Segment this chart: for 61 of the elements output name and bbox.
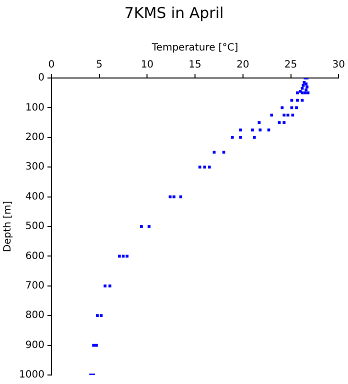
y-tick-label: 1000 — [18, 370, 44, 381]
point — [258, 121, 261, 124]
x-tick-label: 30 — [332, 60, 346, 71]
point — [286, 114, 290, 117]
point — [304, 91, 307, 94]
point — [172, 195, 176, 198]
point — [296, 98, 299, 102]
point — [92, 344, 95, 347]
y-tick-label: 500 — [25, 221, 44, 232]
x-tick-label: 20 — [236, 60, 250, 71]
chart-title: 7KMS in April — [123, 4, 225, 22]
point — [296, 91, 299, 94]
point — [239, 136, 242, 139]
point — [95, 344, 98, 347]
point — [306, 85, 308, 88]
point — [282, 121, 286, 124]
point — [270, 114, 274, 117]
y-tick-label: 100 — [25, 102, 44, 114]
y-tick-label: 600 — [25, 250, 44, 262]
y-axis-title: Depth [m] — [2, 200, 14, 252]
point — [304, 88, 308, 92]
point — [258, 128, 262, 132]
point — [104, 284, 106, 288]
point — [306, 91, 310, 94]
y-tick-label: 300 — [25, 162, 44, 173]
point — [198, 166, 202, 169]
x-tick-label: 15 — [188, 60, 202, 71]
point — [280, 106, 284, 110]
x-tick-label: 5 — [96, 60, 102, 71]
point — [118, 254, 121, 258]
point — [239, 128, 242, 132]
point — [282, 114, 286, 117]
point — [291, 114, 294, 117]
point — [126, 254, 128, 258]
x-tick-label: 0 — [48, 60, 55, 71]
point — [148, 225, 151, 228]
point — [140, 225, 143, 228]
point — [295, 106, 298, 110]
y-tick-label: 900 — [25, 340, 44, 351]
y-tick-label: 800 — [25, 310, 44, 322]
point — [251, 128, 254, 132]
x-tick-label: 25 — [284, 60, 298, 71]
point — [208, 166, 211, 169]
point — [230, 136, 234, 139]
point — [96, 314, 99, 318]
point — [278, 121, 281, 124]
point — [300, 91, 304, 94]
y-tick-label: 0 — [38, 72, 44, 84]
point — [108, 284, 112, 288]
point — [252, 136, 256, 139]
x-axis-title: Temperature [°C] — [150, 42, 238, 54]
point — [100, 314, 103, 318]
point — [302, 84, 305, 87]
y-tick-label: 400 — [25, 191, 44, 202]
point — [267, 128, 270, 132]
point — [168, 195, 172, 198]
point — [203, 166, 206, 169]
y-tick-label: 700 — [25, 280, 44, 292]
y-tick-label: 200 — [25, 132, 44, 143]
x-tick-label: 10 — [140, 60, 154, 71]
point — [300, 86, 304, 90]
